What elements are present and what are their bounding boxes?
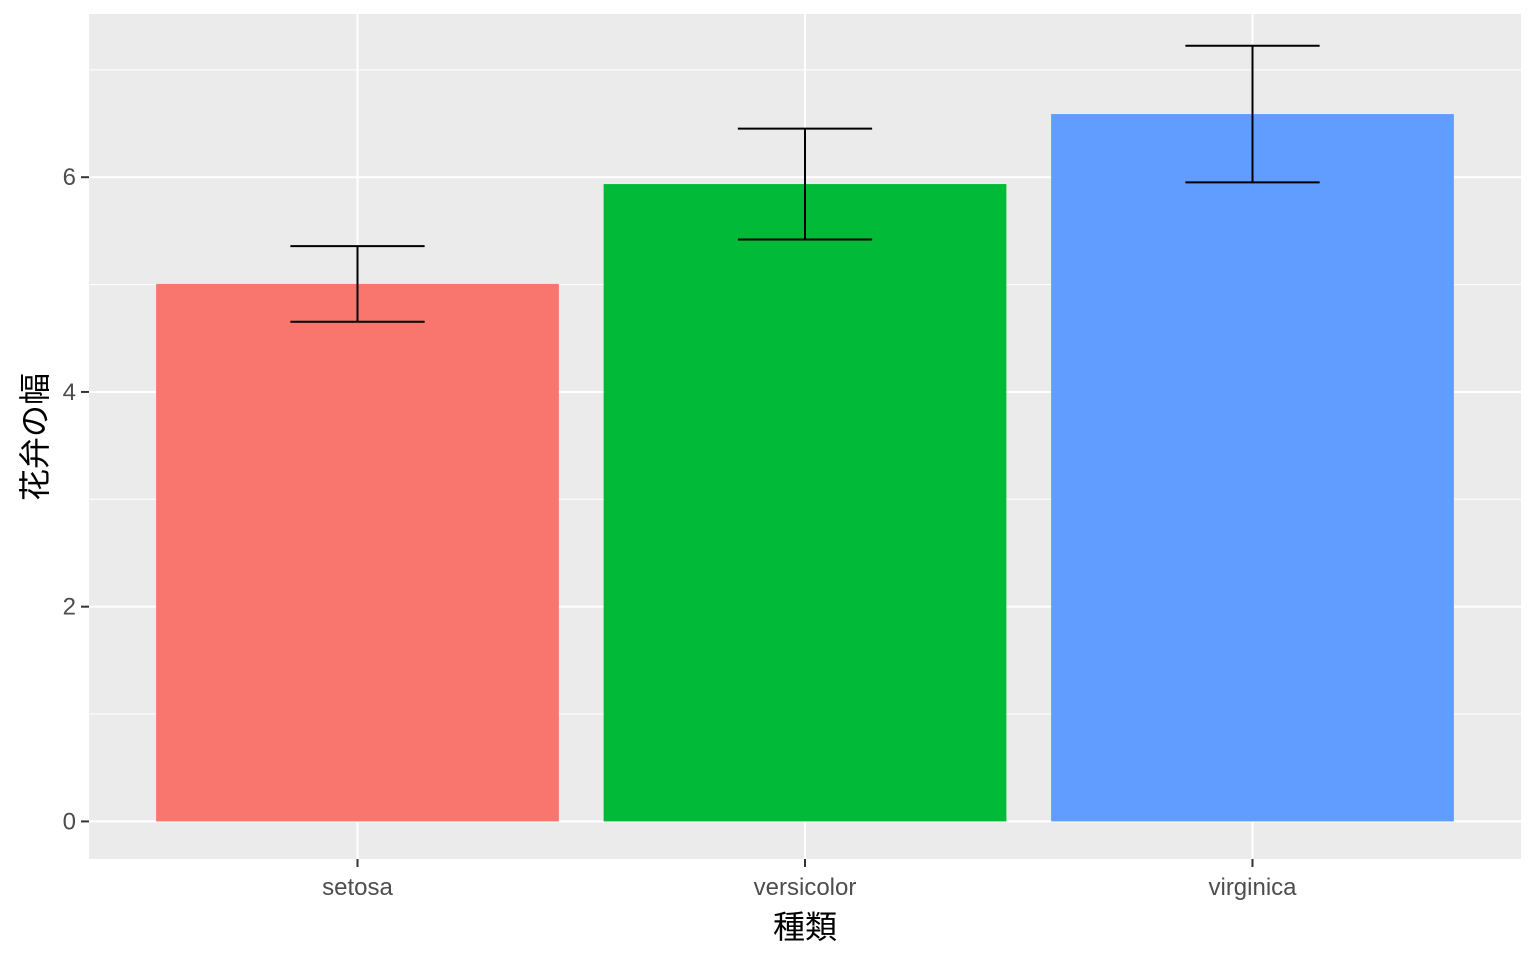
x-axis: setosa versicolor virginica xyxy=(322,859,1297,901)
y-tick-label: 0 xyxy=(63,808,76,835)
x-tick-label-virginica: virginica xyxy=(1208,874,1297,901)
x-tick-label-setosa: setosa xyxy=(322,874,393,901)
y-tick-label: 2 xyxy=(63,594,76,621)
x-tick-label-versicolor: versicolor xyxy=(754,874,857,901)
bars xyxy=(156,114,1454,822)
y-axis: 0 2 4 6 xyxy=(63,164,89,835)
bar-setosa xyxy=(156,283,559,822)
x-axis-title: 種類 xyxy=(773,908,837,946)
bar-virginica xyxy=(1051,114,1454,822)
bar-versicolor xyxy=(603,184,1007,822)
error-bars xyxy=(290,44,1320,323)
y-axis-title: 花弁の幅 xyxy=(16,373,54,501)
y-tick-label: 6 xyxy=(63,164,76,191)
y-tick-label: 4 xyxy=(63,379,76,406)
